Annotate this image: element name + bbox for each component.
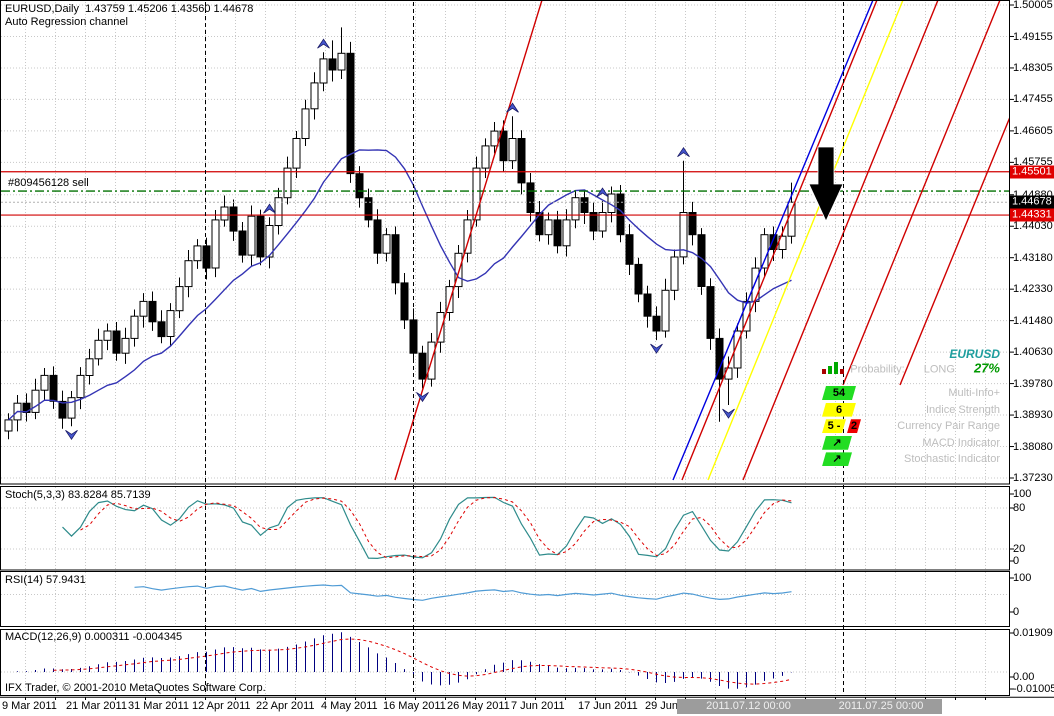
price-axis-tick: 1.43180	[1013, 251, 1053, 264]
rsi-axis-tick: 100	[1013, 572, 1032, 584]
price-axis-tick: 1.40630	[1013, 346, 1053, 359]
macd-axis-tick: -0.01005	[1013, 683, 1054, 695]
rsi-axis-tick: 0	[1013, 606, 1020, 618]
date-axis-label: 9 Mar 2011	[2, 700, 57, 712]
info-panel-symbol-title: EURUSD	[949, 347, 1000, 361]
probability-bars-icon	[822, 362, 844, 374]
copyright-label: IFX Trader, © 2001-2010 MetaQuotes Softw…	[5, 682, 266, 694]
indicator-chip: 54	[822, 386, 856, 400]
stoch-axis-tick: 80	[1013, 502, 1026, 514]
probability-row: Probability: LONG 27%	[850, 361, 1000, 376]
macd-axis-tick: 0.00	[1013, 671, 1035, 683]
stoch-indicator-label: Stoch(5,3,3) 83.8284 85.7139	[5, 489, 151, 501]
price-axis-tick: 1.50005	[1013, 0, 1053, 11]
vline-time-badge: 2011.07.12 00:00	[677, 699, 820, 714]
date-axis-label: 17 Jun 2011	[578, 700, 638, 712]
probability-direction: LONG	[923, 363, 955, 376]
info-panel-row-label: MACD Indicator	[922, 436, 1000, 449]
date-axis-label: 7 Jun 2011	[511, 700, 565, 712]
price-axis-tick: 1.47455	[1013, 93, 1053, 106]
probability-label: Probability:	[850, 363, 905, 376]
indicator-chip: ↗	[822, 436, 852, 450]
indicator-chip: ↗	[822, 452, 852, 466]
ohlc-values-label: 1.43759 1.45206 1.43560 1.44678	[85, 3, 254, 15]
info-panel-row-label: Stochastic Indicator	[904, 453, 1000, 466]
price-axis-tick: 1.48305	[1013, 61, 1053, 74]
stoch-axis-tick: 100	[1013, 488, 1032, 500]
indicator-title-label: Auto Regression channel	[5, 16, 128, 28]
date-axis-label: 31 Mar 2011	[128, 700, 189, 712]
indicator-chip: 6	[822, 403, 856, 417]
chart-header: EURUSD,Daily 1.43759 1.45206 1.43560 1.4…	[5, 3, 253, 15]
price-axis-tick: 1.46605	[1013, 124, 1053, 137]
date-axis-label: 16 May 2011	[383, 700, 446, 712]
date-axis-label: 26 May 2011	[447, 700, 510, 712]
price-level-badge: 1.44331	[1010, 208, 1054, 222]
info-panel-row-label: Currency Pair Range	[897, 420, 1000, 433]
stoch-axis-tick: 0	[1013, 555, 1020, 567]
indicator-chip: 2	[847, 419, 861, 433]
price-axis-tick: 1.44030	[1013, 220, 1053, 233]
price-axis-tick: 1.39780	[1013, 377, 1053, 390]
price-axis-tick: 1.42330	[1013, 283, 1053, 296]
date-axis-label: 21 Mar 2011	[66, 700, 127, 712]
date-axis-label: 12 Apr 2011	[192, 700, 251, 712]
indicator-chip: 5 -	[822, 419, 846, 433]
rsi-indicator-label: RSI(14) 57.9431	[5, 574, 86, 586]
date-axis-label: 22 Apr 2011	[256, 700, 315, 712]
price-axis-tick: 1.41480	[1013, 314, 1053, 327]
price-axis-tick: 1.38930	[1013, 409, 1053, 422]
macd-axis-tick: 0.01909	[1013, 627, 1053, 639]
stoch-axis-tick: 20	[1013, 543, 1026, 555]
price-axis-tick: 1.49155	[1013, 30, 1053, 43]
sell-order-label: #809456128 sell	[8, 177, 89, 189]
price-level-badge: 1.44678	[1010, 195, 1054, 209]
probability-value: 27%	[973, 360, 1000, 376]
price-axis-tick: 1.37230	[1013, 472, 1053, 484]
price-axis-tick: 1.38080	[1013, 440, 1053, 453]
vline-time-badge: 2011.07.25 00:00	[820, 699, 942, 714]
info-panel-row-label: Indice Strength	[926, 403, 1000, 416]
symbol-timeframe-label: EURUSD,Daily	[5, 3, 79, 15]
date-axis-label: 4 May 2011	[321, 700, 378, 712]
info-panel-row-label: Multi-Info+	[948, 387, 1000, 399]
price-level-badge: 1.45501	[1010, 165, 1054, 179]
macd-indicator-label: MACD(12,26,9) 0.000311 -0.004345	[5, 631, 183, 643]
